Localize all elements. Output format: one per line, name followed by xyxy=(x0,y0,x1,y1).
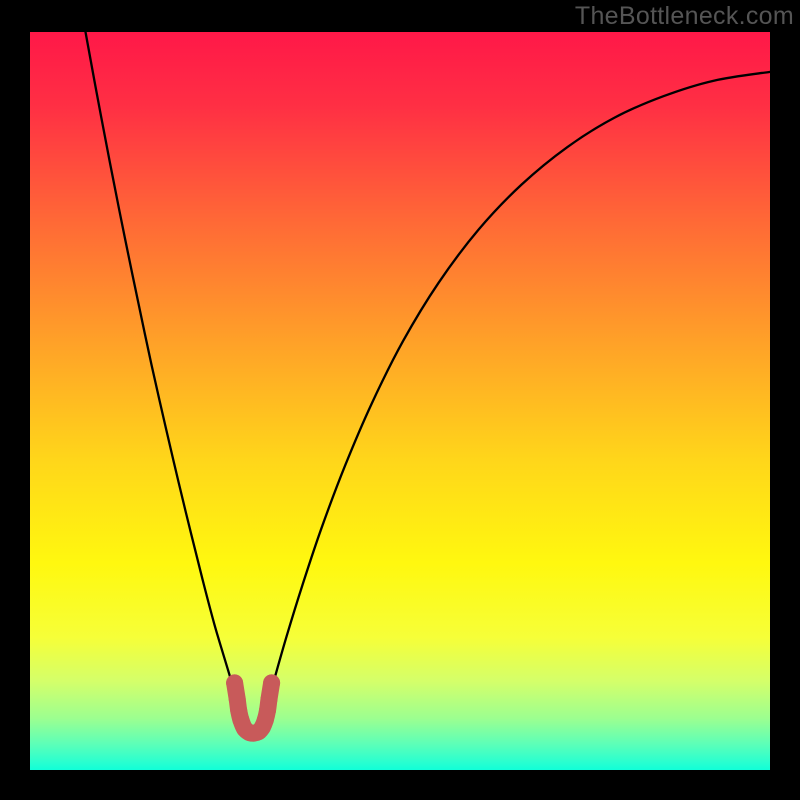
plot-area xyxy=(30,32,770,770)
curve-layer xyxy=(30,32,770,770)
watermark-text: TheBottleneck.com xyxy=(575,2,794,31)
curve-left-branch xyxy=(86,32,238,699)
valley-marker xyxy=(235,683,272,733)
curve-right-branch xyxy=(269,72,770,699)
chart-frame: TheBottleneck.com xyxy=(0,0,800,800)
